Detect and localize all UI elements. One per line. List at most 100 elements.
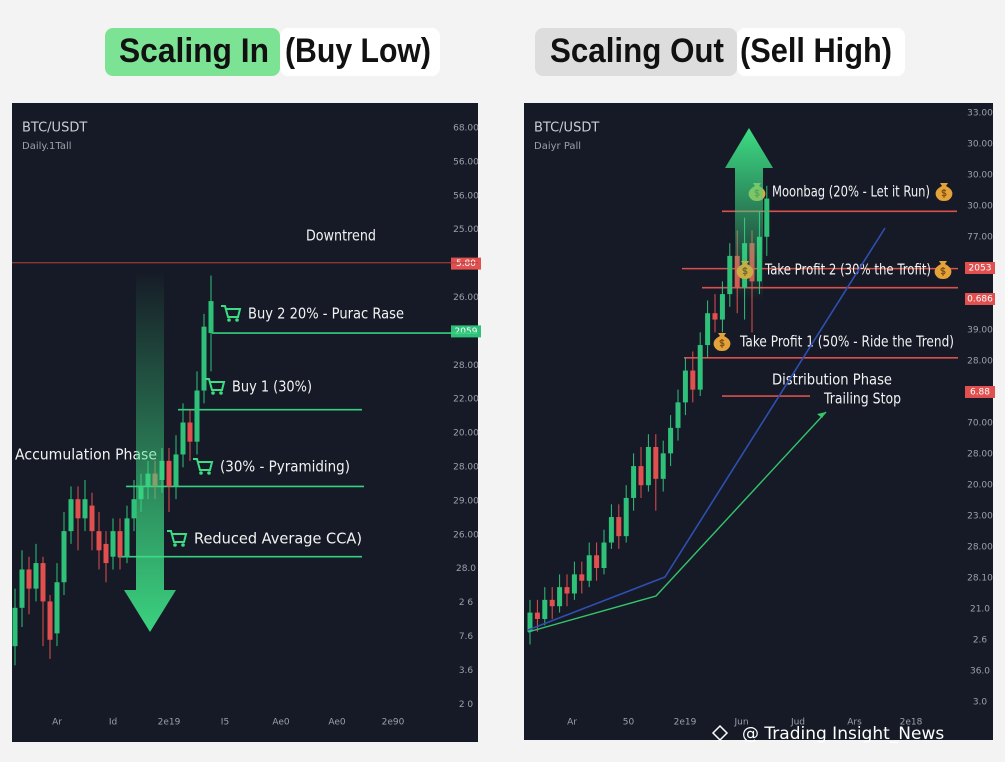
cart-wheel xyxy=(211,391,215,395)
candle-body xyxy=(719,294,725,320)
candle-body xyxy=(201,326,207,391)
candle-body xyxy=(586,555,592,581)
candle-body xyxy=(564,587,570,594)
x-tick-label: Ar xyxy=(52,718,62,728)
y-tick-label: 2053 xyxy=(969,264,992,274)
annotation: Downtrend xyxy=(306,227,376,245)
candle-body xyxy=(117,531,123,557)
annotation: Take Profit 2 (30% the Trofit) xyxy=(764,261,931,279)
candle-body xyxy=(26,569,32,589)
x-tick-label: 2e19 xyxy=(158,718,181,728)
cart-wheel xyxy=(219,391,223,395)
y-tick-label: 28.00 xyxy=(967,543,993,553)
symbol: BTC/USDT xyxy=(22,121,87,136)
timeframe: Daily.1Tall xyxy=(22,141,72,152)
y-tick-label: 28.0 xyxy=(456,564,476,574)
y-tick-label: 29.00 xyxy=(453,496,479,506)
y-tick-label: 36.0 xyxy=(970,667,990,677)
candle-body xyxy=(571,574,577,594)
down-arrow xyxy=(124,270,176,632)
x-tick-label: 2e19 xyxy=(674,718,697,728)
candle-body xyxy=(675,402,681,428)
annotation: (30% - Pyramiding) xyxy=(220,458,350,476)
x-tick-label: I5 xyxy=(221,718,229,728)
candle-body xyxy=(608,517,614,543)
y-tick-label: 56.00 xyxy=(453,191,479,201)
subtitle: (Sell High) xyxy=(740,32,892,70)
cart-wheel xyxy=(173,543,177,547)
title: Scaling In xyxy=(119,32,269,70)
arrow-head xyxy=(817,412,826,418)
annotation: Distribution Phase xyxy=(772,371,892,389)
candle-body xyxy=(712,313,718,320)
y-tick-label: 20.00 xyxy=(967,481,993,491)
y-tick-label: 28.00 xyxy=(453,463,479,473)
candle-body xyxy=(660,453,666,479)
x-tick-label: 2e90 xyxy=(382,718,405,728)
y-tick-label: 6.88 xyxy=(970,388,990,398)
cart-wheel xyxy=(199,471,203,475)
y-tick-label: 39.00 xyxy=(967,326,993,336)
candle-body xyxy=(645,446,651,486)
x-tick-label: Ar xyxy=(567,718,577,728)
candle-body xyxy=(19,569,25,608)
up-arrow xyxy=(725,128,773,300)
y-label-box xyxy=(965,386,995,398)
annotation: Moonbag (20% - Let it Run) xyxy=(772,183,930,201)
symbol: BTC/USDT xyxy=(534,121,599,136)
candle-body xyxy=(653,446,659,479)
candle-body xyxy=(75,499,81,519)
candle-body xyxy=(96,531,102,551)
y-tick-label: 33.00 xyxy=(967,109,993,119)
candle-body xyxy=(103,543,109,564)
y-label-box xyxy=(451,325,481,338)
y-tick-label: 3.6 xyxy=(459,666,474,676)
candle-body xyxy=(131,499,137,519)
y-tick-label: 28.00 xyxy=(967,357,993,367)
candle-body xyxy=(631,466,637,498)
candle-body xyxy=(682,370,688,403)
trailing-stop-line xyxy=(527,411,827,633)
y-tick-label: 28.00 xyxy=(967,450,993,460)
candle-body xyxy=(579,574,585,581)
y-tick-label: 21.0 xyxy=(970,605,990,615)
y-tick-label: 2 6 xyxy=(459,598,474,608)
x-tick-label: 50 xyxy=(623,718,635,728)
candle-body xyxy=(616,517,622,537)
cart-icon xyxy=(193,458,214,471)
title: Scaling Out xyxy=(550,32,724,70)
annotation: Accumulation Phase xyxy=(15,446,157,464)
annotation: Buy 2 20% - Purac Rase xyxy=(248,305,404,323)
annotation: Reduced Average CCA) xyxy=(194,530,362,548)
subtitle-pill xyxy=(737,28,905,76)
y-tick-label: 30.00 xyxy=(967,140,993,150)
y-tick-label: 22.00 xyxy=(453,395,479,405)
trend-line xyxy=(527,227,886,631)
candle-body xyxy=(180,422,186,455)
candle-body xyxy=(697,345,703,390)
title-pill xyxy=(535,28,737,76)
x-tick-label: Jud xyxy=(790,718,805,728)
x-tick-label: 2e18 xyxy=(900,718,923,728)
y-tick-label: 5.80 xyxy=(456,259,476,269)
y-tick-label: 28.10 xyxy=(967,574,993,584)
cart-wheel xyxy=(227,318,231,322)
candle-body xyxy=(82,499,88,519)
subtitle: (Buy Low) xyxy=(285,32,431,70)
chart-panel xyxy=(12,103,478,742)
annotation: Take Profit 1 (50% - Ride the Trend) xyxy=(739,333,954,351)
y-tick-label: 26.00 xyxy=(453,530,479,540)
y-label-box xyxy=(451,257,481,270)
x-tick-label: Ae0 xyxy=(328,718,346,728)
y-tick-label: 68.00 xyxy=(453,124,479,134)
candle-body xyxy=(89,505,95,532)
candle-body xyxy=(534,612,540,619)
x-tick-label: Id xyxy=(109,718,117,728)
candle-body xyxy=(668,427,674,454)
y-label-box xyxy=(965,293,995,305)
title-pill xyxy=(105,28,280,76)
candle-body xyxy=(68,499,74,532)
cart-wheel xyxy=(181,543,185,547)
